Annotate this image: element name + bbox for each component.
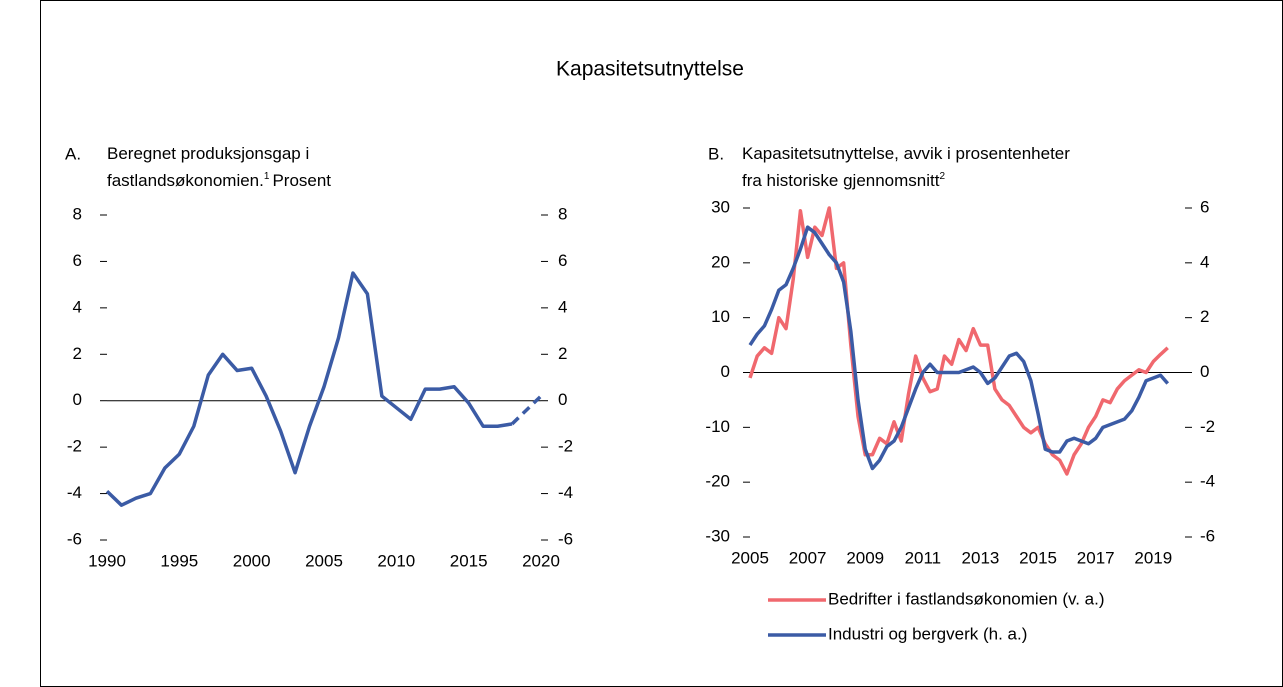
- y2-tick-label: -2: [1200, 417, 1215, 436]
- x-tick-label: 2007: [789, 548, 827, 567]
- y-tick-label: 8: [73, 204, 82, 223]
- chart-title: Kapasitetsutnyttelse: [556, 58, 744, 81]
- y2-tick-label: -6: [558, 529, 573, 548]
- y2-tick-label: 2: [558, 344, 567, 363]
- y-tick-label: 2: [73, 344, 82, 363]
- x-tick-label: 2019: [1134, 548, 1172, 567]
- y2-tick-label: 4: [1200, 252, 1209, 271]
- y2-tick-label: 6: [1200, 197, 1209, 216]
- y-tick-label: 0: [721, 362, 730, 381]
- line-series: [748, 206, 1169, 476]
- x-tick-label: 2015: [1019, 548, 1057, 567]
- x-tick-label: 2005: [305, 551, 343, 570]
- panel-label: A.: [65, 144, 81, 163]
- subtitle-text: fra historiske gjennomsnitt: [742, 171, 940, 190]
- y2-tick-label: 2: [1200, 307, 1209, 326]
- subtitle: Beregnet produksjonsgap i: [107, 144, 309, 163]
- y-tick-label: -10: [705, 417, 730, 436]
- y-tick-label: 4: [73, 297, 82, 316]
- x-tick-label: 2010: [377, 551, 415, 570]
- y2-tick-label: 8: [558, 204, 567, 223]
- x-tick-label: 2020: [522, 551, 560, 570]
- x-tick-label: 2009: [846, 548, 884, 567]
- line-series: [105, 271, 513, 507]
- y2-tick-label: -4: [558, 483, 573, 502]
- subtitle-text: Beregnet produksjonsgap i: [107, 144, 309, 163]
- x-tick-label: 2015: [450, 551, 488, 570]
- subtitle-text: fastlandsøkonomien.: [107, 171, 264, 190]
- subtitle-text: Prosent: [272, 171, 331, 190]
- x-tick-label: 2011: [905, 548, 942, 567]
- legend-label: Industri og bergverk (h. a.): [828, 624, 1027, 643]
- panel-label: B.: [708, 144, 724, 163]
- y2-tick-label: 6: [558, 251, 567, 270]
- subtitle: fra historiske gjennomsnitt2: [742, 171, 945, 191]
- y-tick-label: 20: [711, 252, 730, 271]
- frame: [40, 0, 1283, 687]
- x-tick-label: 1995: [160, 551, 198, 570]
- y2-tick-label: 0: [558, 390, 567, 409]
- y-tick-label: -4: [67, 483, 82, 502]
- y-tick-label: 10: [711, 307, 730, 326]
- y2-tick-label: -6: [1200, 526, 1215, 545]
- subtitle: fastlandsøkonomien.1 Prosent: [107, 171, 331, 191]
- y-tick-label: 30: [711, 197, 730, 216]
- y-tick-label: -6: [67, 529, 82, 548]
- y-tick-label: -30: [705, 526, 730, 545]
- subtitle: Kapasitetsutnyttelse, avvik i prosentenh…: [742, 144, 1070, 163]
- y-tick-label: 0: [73, 390, 82, 409]
- footnote-mark: 2: [939, 171, 945, 182]
- x-tick-label: 2000: [233, 551, 271, 570]
- y2-tick-label: -4: [1200, 472, 1215, 491]
- x-tick-label: 2017: [1077, 548, 1115, 567]
- footnote-mark: 1: [264, 171, 270, 182]
- x-tick-label: 1990: [88, 551, 126, 570]
- x-tick-label: 2005: [731, 548, 769, 567]
- y-tick-label: 6: [73, 251, 82, 270]
- subtitle-text: Kapasitetsutnyttelse, avvik i prosentenh…: [742, 144, 1070, 163]
- y-tick-label: -20: [705, 472, 730, 491]
- y2-tick-label: 0: [1200, 362, 1209, 381]
- line-series: [748, 225, 1170, 471]
- y-tick-label: -2: [67, 437, 82, 456]
- legend-label: Bedrifter i fastlandsøkonomien (v. a.): [828, 589, 1105, 608]
- y2-tick-label: 4: [558, 297, 567, 316]
- x-tick-label: 2013: [962, 548, 1000, 567]
- y2-tick-label: -2: [558, 437, 573, 456]
- line-series: [510, 394, 543, 426]
